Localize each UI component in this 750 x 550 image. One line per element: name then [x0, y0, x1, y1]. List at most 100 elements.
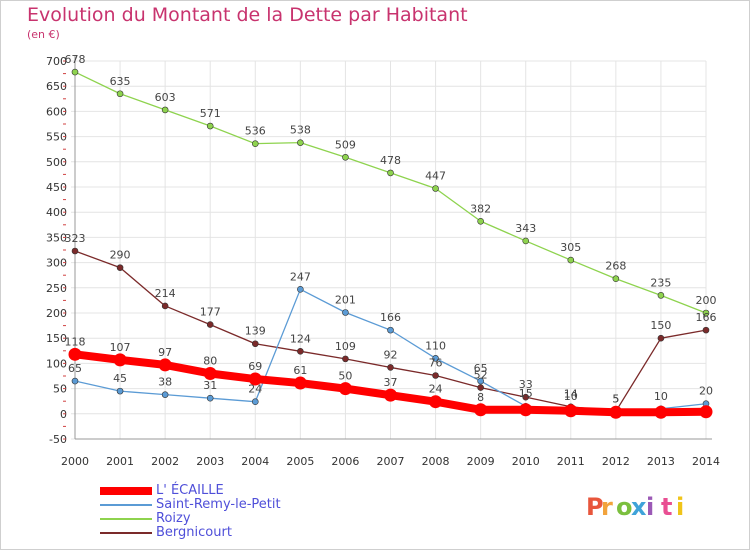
data-point-bergnicourt: [297, 348, 304, 355]
data-label-bergnicourt: 52: [474, 369, 488, 382]
data-point-bergnicourt: [702, 326, 710, 334]
data-point-roizy: [567, 256, 575, 264]
legend-label-roizy: Roizy: [156, 511, 191, 526]
data-point-l-ecaille: [248, 372, 262, 386]
legend-label-saint-remy: Saint-Remy-le-Petit: [156, 497, 281, 512]
data-label-roizy: 571: [200, 107, 221, 120]
data-label-saint-remy-le-petit: 45: [113, 372, 127, 385]
data-label-saint-remy-le-petit: 201: [335, 293, 356, 306]
data-label-l-ecaille: 37: [384, 376, 398, 389]
data-point-bergnicourt: [161, 302, 169, 310]
data-label-bergnicourt: 166: [696, 311, 717, 324]
data-label-saint-remy-le-petit: 110: [425, 339, 446, 352]
data-point-roizy: [342, 153, 349, 161]
data-label-l-ecaille: 118: [65, 335, 86, 348]
data-label-roizy: 538: [290, 124, 311, 137]
data-label-saint-remy-le-petit: 24: [248, 383, 262, 396]
data-label-roizy: 603: [155, 91, 176, 104]
data-point-roizy: [116, 90, 124, 98]
data-label-roizy: 200: [696, 294, 717, 307]
legend-swatch-bergnicourt: [100, 532, 152, 534]
data-point-bergnicourt: [477, 384, 484, 391]
x-tick-label: 2001: [106, 455, 134, 468]
x-tick-label: 2005: [286, 455, 314, 468]
data-point-l-ecaille: [203, 366, 217, 380]
data-point-roizy: [206, 122, 214, 130]
x-tick-label: 2007: [377, 455, 405, 468]
data-point-roizy: [161, 106, 169, 114]
data-label-saint-remy-le-petit: 20: [699, 385, 713, 398]
y-tick-label: 400: [46, 206, 67, 219]
logo-letter: i: [646, 493, 654, 521]
data-point-saint-remy-le-petit: [342, 309, 349, 316]
x-tick-label: 2000: [61, 455, 89, 468]
data-label-bergnicourt: 323: [65, 232, 86, 245]
data-label-saint-remy-le-petit: 10: [564, 390, 578, 403]
data-label-saint-remy-le-petit: 38: [158, 376, 172, 389]
data-label-saint-remy-le-petit: 15: [519, 387, 533, 400]
data-point-roizy: [251, 140, 259, 147]
data-label-roizy: 305: [560, 241, 581, 254]
data-label-roizy: 343: [515, 222, 536, 235]
data-point-bergnicourt: [387, 364, 394, 371]
data-point-roizy: [432, 185, 439, 192]
data-label-bergnicourt: 214: [155, 287, 176, 300]
data-point-bergnicourt: [522, 393, 530, 401]
data-label-saint-remy-le-petit: 10: [654, 390, 668, 403]
data-label-l-ecaille: 69: [248, 360, 262, 373]
data-label-roizy: 536: [245, 125, 266, 138]
data-point-l-ecaille: [474, 403, 488, 417]
data-point-roizy: [522, 237, 530, 245]
logo-letter: P: [586, 493, 604, 521]
data-label-l-ecaille: 61: [293, 364, 307, 377]
data-point-l-ecaille: [519, 403, 533, 417]
data-label-roizy: 635: [110, 75, 131, 88]
x-tick-label: 2011: [557, 455, 585, 468]
data-point-roizy: [477, 217, 484, 225]
y-tick-label: 50: [53, 383, 67, 396]
legend-label-lecaille: L' ÉCAILLE: [156, 483, 224, 498]
data-point-l-ecaille: [293, 376, 307, 390]
y-tick-label: 350: [46, 231, 67, 244]
data-label-roizy: 478: [380, 154, 401, 167]
data-point-bergnicourt: [251, 340, 259, 348]
x-tick-label: 2013: [647, 455, 675, 468]
legend-swatch-roizy: [100, 518, 152, 520]
y-tick-label: 700: [46, 55, 67, 68]
data-point-saint-remy-le-petit: [477, 377, 484, 385]
data-label-roizy: 509: [335, 138, 356, 151]
legend-swatch-lecaille: [100, 487, 152, 495]
logo-letter: t: [661, 493, 672, 521]
data-label-bergnicourt: 76: [429, 356, 443, 369]
data-label-roizy: 382: [470, 202, 491, 215]
data-point-bergnicourt: [657, 334, 665, 342]
data-point-saint-remy-le-petit: [387, 326, 394, 334]
data-point-l-ecaille: [158, 358, 172, 372]
x-tick-label: 2003: [196, 455, 224, 468]
data-point-roizy: [387, 169, 394, 177]
data-point-l-ecaille: [429, 395, 443, 409]
y-tick-label: 600: [46, 105, 67, 118]
data-label-bergnicourt: 150: [650, 319, 671, 332]
data-point-saint-remy-le-petit: [71, 377, 79, 385]
data-label-l-ecaille: 8: [477, 391, 484, 404]
y-tick-label: 150: [46, 332, 67, 345]
x-tick-label: 2004: [241, 455, 269, 468]
data-label-l-ecaille: 80: [203, 354, 217, 367]
data-label-saint-remy-le-petit: 166: [380, 311, 401, 324]
chart-title: Evolution du Montant de la Dette par Hab…: [27, 4, 468, 26]
data-label-roizy: 447: [425, 170, 446, 183]
data-point-saint-remy-le-petit: [161, 391, 169, 398]
data-point-l-ecaille: [384, 388, 397, 402]
data-point-roizy: [297, 139, 304, 146]
data-point-roizy: [702, 309, 710, 317]
x-tick-label: 2009: [467, 455, 495, 468]
data-label-bergnicourt: 14: [564, 388, 578, 401]
data-label-saint-remy-le-petit: 247: [290, 270, 311, 283]
logo-letter: i: [676, 493, 684, 521]
x-tick-label: 2006: [331, 455, 359, 468]
data-label-bergnicourt: 177: [200, 306, 221, 319]
y-tick-label: 300: [46, 257, 67, 270]
data-label-l-ecaille: 107: [110, 341, 131, 354]
